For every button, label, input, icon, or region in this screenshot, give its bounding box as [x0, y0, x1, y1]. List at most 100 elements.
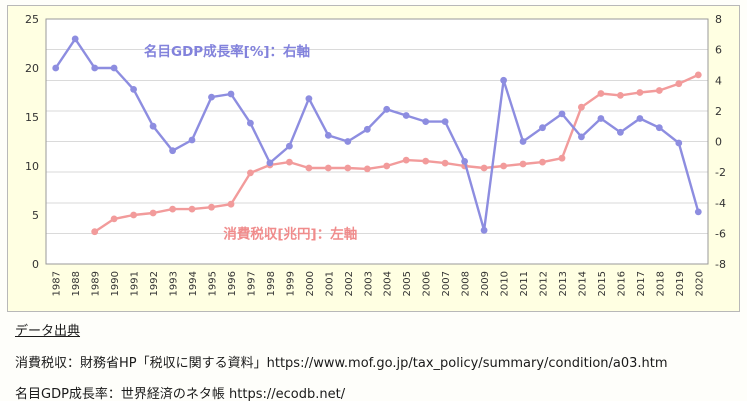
x-axis-tick: 2010: [500, 271, 511, 296]
x-axis-tick: 2000: [305, 271, 316, 296]
right-axis-tick: 0: [715, 136, 722, 149]
x-axis-tick: 1989: [91, 271, 102, 296]
consumption-tax-line-marker: [208, 203, 215, 211]
right-axis-tick: -6: [715, 227, 726, 240]
consumption-tax-line-marker: [305, 164, 313, 172]
x-axis-tick: 1997: [246, 271, 257, 296]
x-axis-tick: 1990: [110, 271, 121, 296]
left-axis-tick: 25: [25, 13, 39, 26]
gdp-growth-line-marker: [578, 133, 585, 141]
right-axis-tick: -2: [715, 166, 726, 179]
data-sources: データ出典 消費税収：財務省HP「税収に関する資料」https://www.mo…: [15, 320, 668, 401]
consumption-tax-line-marker: [519, 160, 527, 168]
consumption-tax-line-marker: [363, 165, 371, 173]
gdp-growth-line-marker: [675, 139, 683, 147]
gdp-growth-line-marker: [227, 90, 235, 98]
consumption-tax-line-marker: [110, 215, 118, 223]
plot-border: [45, 18, 709, 265]
consumption-tax-line-marker: [675, 80, 683, 88]
x-axis-tick: 2011: [519, 271, 530, 296]
x-axis-tick: 2020: [694, 271, 705, 296]
gdp-growth-line-marker: [441, 118, 449, 125]
gdp-growth-line-marker: [324, 132, 332, 139]
consumption-tax-line-marker: [188, 205, 196, 213]
gdp-growth-line-marker: [169, 147, 177, 155]
left-axis-tick: 20: [25, 62, 39, 75]
x-axis-tick: 1994: [188, 271, 199, 296]
x-axis-tick: 2002: [344, 271, 355, 296]
consumption-tax-line-marker: [169, 205, 177, 213]
x-axis-tick: 1995: [208, 271, 219, 296]
consumption-tax-line-marker: [480, 164, 488, 172]
gdp-growth-line-marker: [130, 86, 137, 93]
gdp-growth-line-marker: [558, 110, 566, 118]
right-axis-tick: 2: [715, 105, 722, 118]
consumption-tax-line-marker: [383, 162, 391, 170]
gdp-growth-line-marker: [461, 158, 468, 165]
x-axis-tick: 2007: [441, 271, 452, 296]
left-axis-tick: 0: [32, 258, 39, 271]
gdp-growth-line-marker: [480, 226, 488, 234]
x-axis-tick: 2018: [655, 271, 666, 296]
x-axis-tick: 2001: [324, 271, 335, 296]
consumption-tax-line-marker: [344, 164, 352, 172]
gdp-growth-line-marker: [519, 138, 527, 145]
consumption-tax-line-marker: [694, 71, 702, 79]
x-axis-tick: 2017: [636, 271, 647, 296]
consumption-tax-line-marker: [539, 158, 546, 166]
consumption-tax-line-marker: [149, 209, 157, 217]
consumption-tax-line-marker: [91, 228, 99, 236]
x-axis-tick: 1998: [266, 271, 277, 296]
gdp-growth-label: 名目GDP成長率[%]：右軸: [144, 43, 310, 60]
data-source-heading: データ出典: [15, 324, 81, 339]
x-axis-tick: 1996: [227, 271, 238, 296]
gdp-growth-line-marker: [636, 115, 644, 122]
gdp-growth-line-marker: [694, 208, 702, 216]
left-axis-tick: 10: [25, 160, 39, 173]
consumption-tax-line-marker: [617, 92, 624, 99]
consumption-tax-line-marker: [558, 154, 566, 162]
gdp-growth-line-marker: [266, 159, 274, 167]
consumption-tax-line-marker: [597, 90, 605, 97]
gdp-growth-line-marker: [110, 64, 118, 72]
right-axis-tick: -4: [715, 197, 726, 210]
consumption-tax-line-marker: [655, 87, 663, 94]
source-line-gdp: 名目GDP成長率：世界経済のネタ帳 https://ecodb.net/: [15, 387, 346, 401]
consumption-tax-line-marker: [130, 211, 137, 219]
x-axis-tick: 2009: [480, 271, 491, 296]
right-axis-tick: 4: [715, 74, 722, 87]
gdp-growth-line-marker: [539, 124, 546, 132]
left-axis-tick: 15: [25, 111, 39, 124]
x-axis-tick: 2016: [616, 271, 627, 296]
x-axis-tick: 2004: [383, 271, 394, 296]
gdp-growth-line-marker: [305, 95, 313, 102]
right-axis-tick: 8: [715, 13, 722, 26]
x-axis-tick: 2006: [422, 271, 433, 296]
consumption-tax-line-marker: [286, 158, 293, 166]
gdp-growth-line-marker: [500, 76, 507, 84]
right-axis-tick: -8: [715, 258, 726, 271]
x-axis-tick: 2014: [577, 271, 588, 296]
consumption-tax-line-marker: [247, 169, 254, 177]
x-axis-tick: 2015: [597, 271, 608, 296]
gdp-growth-line-marker: [91, 64, 99, 72]
gdp-growth-line-marker: [52, 64, 60, 72]
gdp-growth-line-marker: [363, 125, 371, 133]
gdp-growth-line-marker: [247, 119, 254, 127]
x-axis-tick: 2012: [539, 271, 550, 296]
gdp-growth-line-marker: [655, 124, 663, 132]
consumption-tax-line-marker: [324, 164, 332, 172]
source-line-consumption-tax: 消費税収：財務省HP「税収に関する資料」https://www.mof.go.j…: [15, 356, 668, 371]
x-axis-tick: 1993: [169, 271, 180, 296]
gdp-growth-line-marker: [188, 136, 196, 144]
x-axis-tick: 2008: [461, 271, 472, 296]
gdp-growth-line: [54, 37, 700, 232]
x-axis-tick: 2013: [558, 271, 569, 296]
gdp-growth-line-marker: [71, 35, 79, 43]
x-axis-tick: 1999: [285, 271, 296, 296]
gdp-growth-line-marker: [617, 128, 624, 136]
consumption-tax-line-marker: [227, 200, 235, 208]
gdp-growth-line-marker: [597, 115, 605, 122]
x-axis-tick: 2003: [363, 271, 374, 296]
